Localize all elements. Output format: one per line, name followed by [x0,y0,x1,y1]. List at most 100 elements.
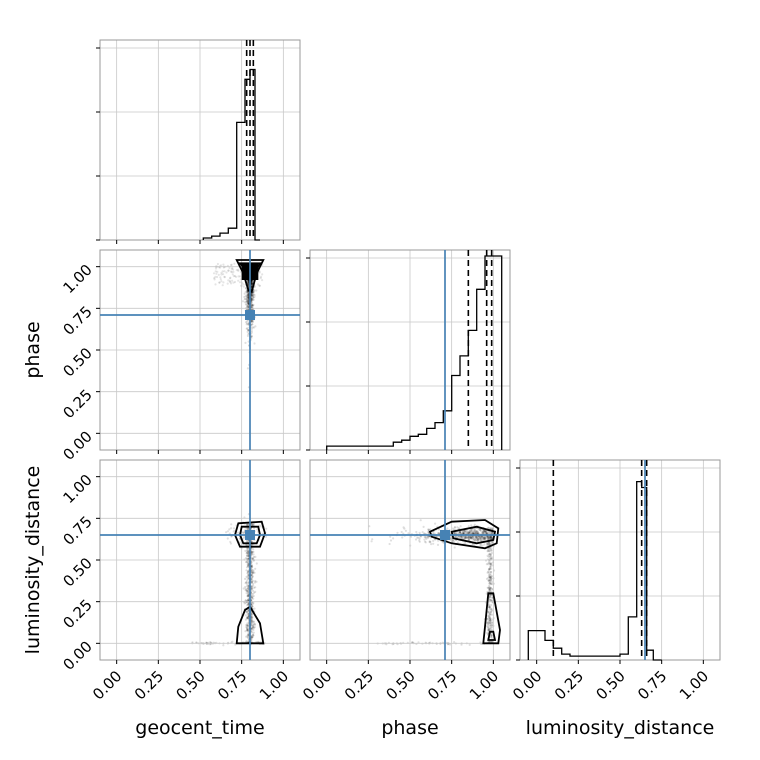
sample-point [246,552,249,555]
sample-point [488,596,491,599]
x-tick-label: 1.00 [466,667,502,703]
sample-point [245,297,248,300]
sample-point [244,341,247,344]
sample-point [489,617,492,620]
sample-point [464,536,467,540]
sample-point [231,640,234,643]
sample-point [385,643,388,646]
sample-point [487,610,490,614]
sample-point [487,579,490,582]
sample-point [250,329,253,332]
sample-point [473,523,476,526]
sample-point [489,626,493,629]
sample-point [487,543,490,546]
sample-point [488,595,491,599]
sample-point [247,625,250,628]
sample-point [467,536,470,539]
sample-point [247,299,250,302]
sample-point [469,529,472,532]
sample-point [252,291,255,294]
sample-point [470,537,473,540]
sample-point [489,553,493,556]
sample-point [487,626,490,629]
sample-point [230,271,233,274]
sample-point [489,590,492,593]
sample-point [368,525,371,528]
sample-point [488,543,491,546]
sample-point [246,304,249,308]
sample-point [231,273,234,276]
sample-point [246,629,249,632]
sample-point [251,304,254,307]
sample-point [250,636,253,639]
sample-point [232,270,235,273]
sample-point [419,519,422,522]
sample-point [251,626,255,629]
sample-point [247,599,250,602]
sample-point [490,536,493,540]
sample-point [488,605,491,608]
sample-point [457,535,461,538]
sample-point [250,603,253,606]
sample-point [230,527,233,530]
sample-point [470,529,473,532]
sample-point [489,610,492,614]
x-tick-label: 0.00 [509,667,545,703]
sample-point [250,282,253,285]
sample-point [483,536,486,539]
sample-point [247,328,250,332]
sample-point [460,536,463,539]
sample-point [251,625,255,628]
sample-point [232,281,235,284]
sample-point [245,554,249,557]
sample-point [242,587,245,590]
sample-point [488,579,492,582]
sample-point [245,523,249,526]
sample-point [474,535,478,539]
sample-point [250,334,253,338]
sample-point [254,555,257,559]
sample-point [483,537,486,541]
y-tick-label: 0.75 [59,302,95,338]
sample-point [247,295,250,299]
sample-point [460,536,464,539]
sample-point [463,530,466,533]
sample-point [489,576,492,579]
sample-point [467,532,470,535]
sample-point [246,551,249,554]
sample-point [484,531,487,534]
sample-point [491,541,494,544]
sample-point [489,548,492,551]
truth-point [440,530,450,540]
sample-point [488,615,491,618]
sample-point [258,284,261,287]
sample-point [487,612,491,615]
sample-point [467,531,470,534]
sample-point [486,537,489,541]
sample-point [265,527,268,530]
x-tick-label: 0.50 [382,667,418,703]
sample-point [468,531,471,535]
sample-point [247,570,250,573]
sample-point [252,626,255,629]
sample-point [488,560,491,563]
sample-point [490,562,493,565]
sample-point [246,576,249,580]
sample-point [489,593,492,597]
sample-point [252,628,255,632]
sample-point [474,531,477,534]
sample-point [463,530,466,533]
sample-point [246,290,249,293]
sample-point [466,529,469,532]
sample-point [251,633,255,636]
sample-point [446,643,449,646]
sample-point [247,296,250,299]
sample-point [462,537,465,540]
sample-point [488,549,491,553]
sample-point [464,536,467,539]
sample-point [252,296,255,299]
sample-point [220,273,223,276]
sample-point [461,535,465,538]
sample-point [252,298,255,301]
sample-point [232,268,235,271]
